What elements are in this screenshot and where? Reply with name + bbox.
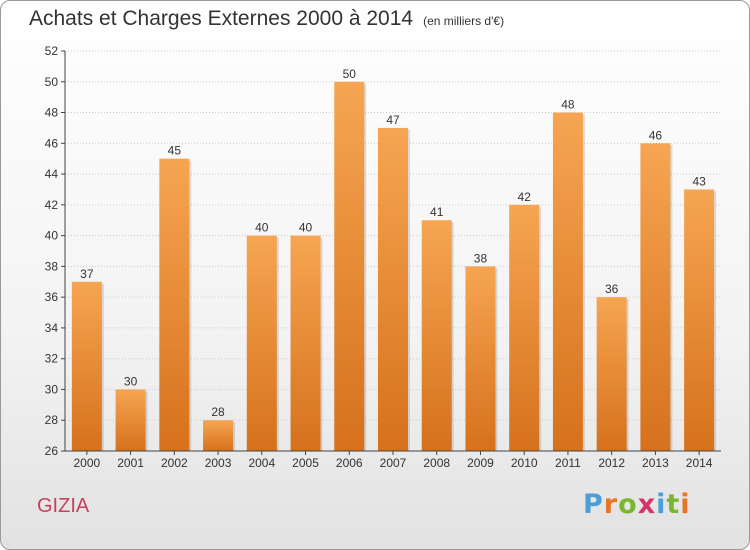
data-label-2012: 36 <box>605 282 619 296</box>
y-tick-label: 40 <box>45 229 59 243</box>
y-tick-label: 32 <box>45 352 59 366</box>
data-label-2014: 43 <box>692 174 706 188</box>
x-tick-label-2011: 2011 <box>555 456 581 470</box>
logo-letter: t <box>666 489 681 520</box>
bar-2008 <box>421 220 452 451</box>
x-tick-label-2003: 2003 <box>205 456 232 470</box>
bar-2004 <box>246 235 277 451</box>
bars <box>71 81 717 452</box>
x-tick-label-2014: 2014 <box>686 456 713 470</box>
x-tick-label-2013: 2013 <box>642 456 669 470</box>
x-tick-label-2007: 2007 <box>380 456 407 470</box>
bar-2002 <box>159 158 190 451</box>
bar-2011 <box>552 112 583 452</box>
x-tick-label-2002: 2002 <box>161 456 188 470</box>
labels: 26 28 30 32 34 36 38 40 42 44 46 48 50 52 37 2000 30 2001… <box>45 44 713 470</box>
chart-title-text: Achats et Charges Externes 2000 à 2014 <box>29 7 414 30</box>
y-tick-label: 34 <box>45 321 59 335</box>
bar-2013 <box>640 143 671 452</box>
data-label-2004: 40 <box>255 221 269 235</box>
logo-letter: i <box>680 489 691 520</box>
x-tick-label-2004: 2004 <box>248 456 275 470</box>
proxiti-logo[interactable]: Proxiti <box>583 489 691 520</box>
data-label-2009: 38 <box>474 251 488 265</box>
data-label-2002: 45 <box>168 144 182 158</box>
bar-2006 <box>334 81 365 452</box>
chart-title: Achats et Charges Externes 2000 à 2014 (e… <box>29 7 504 31</box>
y-tick-label: 38 <box>45 259 59 273</box>
x-tick-label-2001: 2001 <box>117 456 144 470</box>
bar-2014 <box>684 189 715 451</box>
logo-letter: o <box>618 489 638 520</box>
chart-unit: (en milliers d'€) <box>423 14 505 28</box>
y-tick-label: 36 <box>45 290 59 304</box>
x-tick-label-2008: 2008 <box>423 456 450 470</box>
bar-2009 <box>465 266 496 451</box>
x-tick-label-2012: 2012 <box>598 456 625 470</box>
y-tick-label: 52 <box>45 44 59 58</box>
x-tick-label-2009: 2009 <box>467 456 494 470</box>
y-tick-label: 50 <box>45 75 59 89</box>
data-label-2000: 37 <box>80 267 94 281</box>
bar-2003 <box>203 420 234 451</box>
bar-2000 <box>71 281 102 451</box>
x-tick-label-2006: 2006 <box>336 456 363 470</box>
x-tick-label-2010: 2010 <box>511 456 538 470</box>
logo-letter: r <box>603 489 619 520</box>
data-label-2013: 46 <box>649 128 663 142</box>
bar-2012 <box>596 297 627 451</box>
data-label-2007: 47 <box>386 113 400 127</box>
y-tick-label: 26 <box>45 444 59 458</box>
data-label-2008: 41 <box>430 205 444 219</box>
x-tick-label-2005: 2005 <box>292 456 319 470</box>
axes <box>61 50 721 455</box>
x-tick-label-2000: 2000 <box>74 456 101 470</box>
y-tick-label: 48 <box>45 106 59 120</box>
y-tick-label: 44 <box>45 167 59 181</box>
logo-letter: i <box>656 489 667 520</box>
bar-2005 <box>290 235 321 451</box>
data-label-2011: 48 <box>561 98 575 112</box>
y-tick-label: 46 <box>45 136 59 150</box>
y-tick-label: 30 <box>45 382 59 396</box>
data-label-2005: 40 <box>299 221 313 235</box>
bar-2001 <box>115 389 146 451</box>
y-tick-label: 42 <box>45 198 59 212</box>
bar-2010 <box>509 204 540 451</box>
logo-letter: P <box>583 489 604 520</box>
data-label-2003: 28 <box>211 405 225 419</box>
bar-2007 <box>378 127 408 451</box>
y-tick-label: 28 <box>45 413 59 427</box>
data-label-2001: 30 <box>124 374 138 388</box>
data-label-2010: 42 <box>518 190 532 204</box>
logo-letter: x <box>637 489 657 520</box>
data-label-2006: 50 <box>343 67 357 81</box>
commune-name: GIZIA <box>37 495 90 517</box>
